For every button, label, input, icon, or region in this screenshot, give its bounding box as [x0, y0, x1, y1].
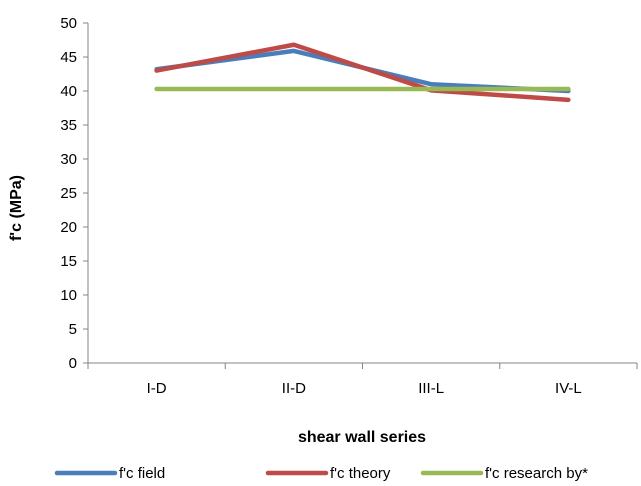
series-line-2	[154, 42, 571, 103]
x-tick-label: II-D	[282, 380, 306, 397]
y-tick-label: 30	[60, 151, 77, 168]
y-tick-label: 35	[60, 117, 77, 134]
y-tick-label: 5	[69, 321, 77, 338]
x-tick-label: III-L	[418, 380, 444, 397]
y-tick-label: 40	[60, 83, 77, 100]
legend-label: f'c field	[119, 465, 165, 482]
y-tick-label: 0	[69, 355, 77, 372]
x-axis: I-D II-D III-L IV-L	[87, 362, 638, 397]
y-tick-label: 15	[60, 253, 77, 270]
y-tick-label: 25	[60, 185, 77, 202]
y-tick-label: 50	[60, 15, 77, 32]
plot-area	[154, 42, 571, 103]
x-axis-title: shear wall series	[298, 429, 426, 446]
y-tick-label: 20	[60, 219, 77, 236]
y-tick-label: 10	[60, 287, 77, 304]
x-tick-label: I-D	[147, 380, 167, 397]
legend-label: f'c research by*	[485, 465, 588, 482]
y-axis: 0 5 10 15 20 25 30 35 40 45 50	[60, 15, 89, 372]
y-axis-title: f'c (MPa)	[8, 175, 25, 241]
x-tick-label: IV-L	[555, 380, 582, 397]
legend-label: f'c theory	[330, 465, 391, 482]
y-tick-label: 45	[60, 49, 77, 66]
legend: f'c field f'c theory f'c research by*	[54, 465, 588, 482]
